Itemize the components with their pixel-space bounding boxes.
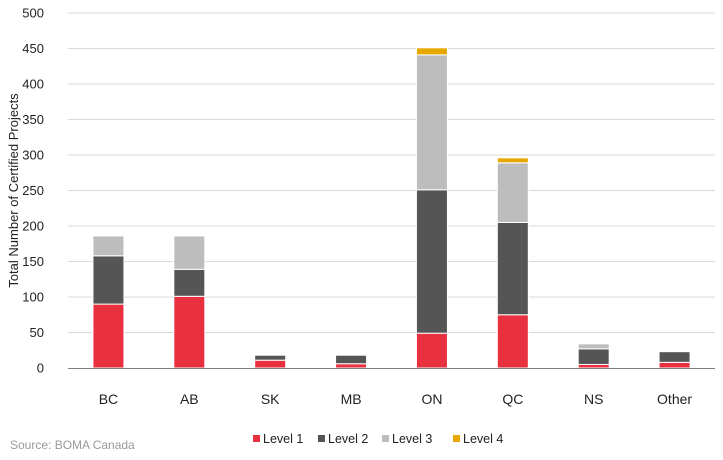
bar-segment xyxy=(335,354,368,365)
legend-label: Level 4 xyxy=(463,432,503,446)
bar-segment xyxy=(415,189,448,334)
x-tick-label: MB xyxy=(341,391,362,407)
y-tick-label: 500 xyxy=(22,6,44,21)
bar-segment xyxy=(173,268,206,297)
y-tick-label: 250 xyxy=(22,183,44,198)
y-axis-ticks: 0 50 100 150 200 250 300 350 400 450 500 xyxy=(22,6,44,376)
x-tick-label: BC xyxy=(99,391,118,407)
legend-swatch xyxy=(253,435,260,442)
bar-segment xyxy=(92,255,125,305)
bar-segment xyxy=(335,363,368,369)
bars xyxy=(92,47,691,369)
bar-segment xyxy=(577,348,610,365)
bar-segment xyxy=(658,351,691,363)
gridlines xyxy=(68,12,715,333)
bar-segment xyxy=(92,235,125,257)
y-tick-label: 450 xyxy=(22,41,44,56)
bar-segment xyxy=(254,359,287,369)
bar-segment xyxy=(415,54,448,191)
x-tick-label: SK xyxy=(261,391,280,407)
bar-segment xyxy=(415,47,448,56)
bar-segment xyxy=(496,314,529,369)
y-tick-label: 100 xyxy=(22,290,44,305)
y-tick-label: 400 xyxy=(22,77,44,92)
bar-segment xyxy=(577,363,610,369)
x-tick-label: ON xyxy=(421,391,442,407)
y-tick-label: 350 xyxy=(22,112,44,127)
source-note: Source: BOMA Canada xyxy=(10,438,135,452)
legend: Level 1 Level 2 Level 3 Level 4 xyxy=(253,432,503,446)
bar-segment xyxy=(254,354,287,361)
x-tick-label: AB xyxy=(180,391,199,407)
y-tick-label: 50 xyxy=(30,325,44,340)
y-tick-label: 200 xyxy=(22,219,44,234)
bar-segment xyxy=(496,221,529,316)
x-tick-label: Other xyxy=(657,391,692,407)
legend-swatch xyxy=(318,435,325,442)
y-axis-title: Total Number of Certified Projects xyxy=(6,93,21,288)
y-tick-label: 300 xyxy=(22,148,44,163)
bar-segment xyxy=(577,343,610,350)
y-tick-label: 150 xyxy=(22,254,44,269)
x-tick-label: NS xyxy=(584,391,603,407)
y-tick-label: 0 xyxy=(37,361,44,376)
x-axis-ticks: BC AB SK MB ON QC NS Other xyxy=(99,391,693,407)
legend-label: Level 1 xyxy=(263,432,303,446)
legend-swatch xyxy=(453,435,460,442)
bar-segment xyxy=(173,235,206,270)
legend-swatch xyxy=(382,435,389,442)
legend-label: Level 2 xyxy=(328,432,368,446)
x-tick-label: QC xyxy=(502,391,523,407)
bar-segment xyxy=(658,361,691,369)
legend-label: Level 3 xyxy=(392,432,432,446)
bar-segment xyxy=(173,295,206,369)
bar-segment xyxy=(496,157,529,164)
bar-segment xyxy=(415,332,448,369)
bar-segment xyxy=(92,303,125,369)
bar-segment xyxy=(496,162,529,223)
